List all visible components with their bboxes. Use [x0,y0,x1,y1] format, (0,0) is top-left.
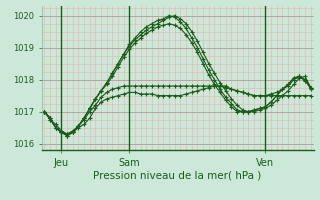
X-axis label: Pression niveau de la mer( hPa ): Pression niveau de la mer( hPa ) [93,170,262,180]
